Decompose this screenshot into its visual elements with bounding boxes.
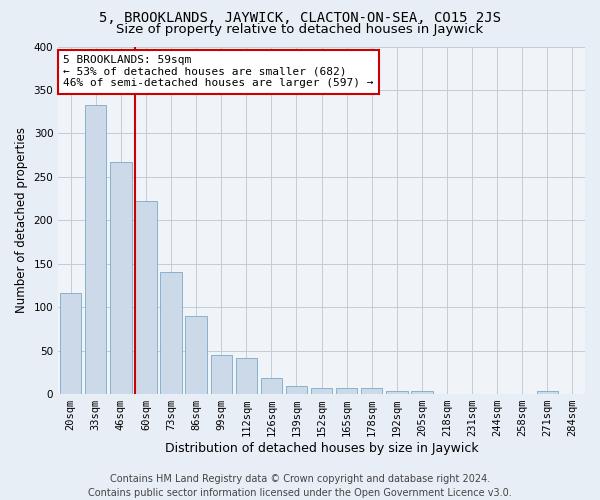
Text: Size of property relative to detached houses in Jaywick: Size of property relative to detached ho…: [116, 22, 484, 36]
Bar: [60, 294, 82, 394]
Bar: [361, 388, 382, 394]
Text: Contains HM Land Registry data © Crown copyright and database right 2024.
Contai: Contains HM Land Registry data © Crown c…: [88, 474, 512, 498]
Bar: [110, 162, 131, 394]
Text: 5, BROOKLANDS, JAYWICK, CLACTON-ON-SEA, CO15 2JS: 5, BROOKLANDS, JAYWICK, CLACTON-ON-SEA, …: [99, 11, 501, 25]
Bar: [136, 201, 157, 394]
Bar: [537, 390, 558, 394]
Bar: [261, 378, 282, 394]
Bar: [411, 392, 433, 394]
Bar: [286, 386, 307, 394]
X-axis label: Distribution of detached houses by size in Jaywick: Distribution of detached houses by size …: [165, 442, 478, 455]
Y-axis label: Number of detached properties: Number of detached properties: [15, 128, 28, 314]
Bar: [336, 388, 358, 394]
Text: 5 BROOKLANDS: 59sqm
← 53% of detached houses are smaller (682)
46% of semi-detac: 5 BROOKLANDS: 59sqm ← 53% of detached ho…: [64, 55, 374, 88]
Bar: [160, 272, 182, 394]
Bar: [211, 355, 232, 394]
Bar: [185, 316, 207, 394]
Bar: [236, 358, 257, 394]
Bar: [386, 392, 407, 394]
Bar: [311, 388, 332, 394]
Bar: [85, 104, 106, 394]
